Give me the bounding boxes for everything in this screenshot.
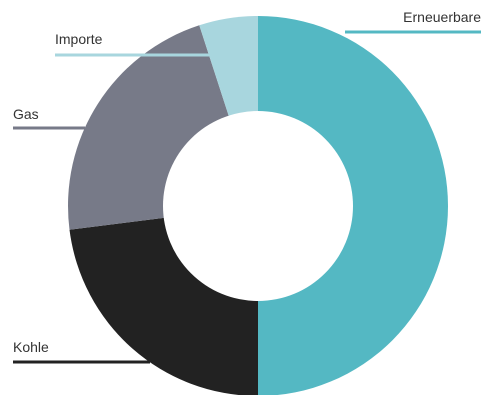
label-gas: Gas [13, 106, 39, 122]
slice-erneuerbare [258, 16, 448, 395]
slice-labels: Erneuerbare Kohle Gas Importe [13, 9, 481, 364]
label-kohle: Kohle [13, 339, 49, 355]
donut-hole [163, 111, 353, 301]
label-importe: Importe [55, 31, 103, 47]
label-erneuerbare: Erneuerbare [403, 9, 481, 25]
